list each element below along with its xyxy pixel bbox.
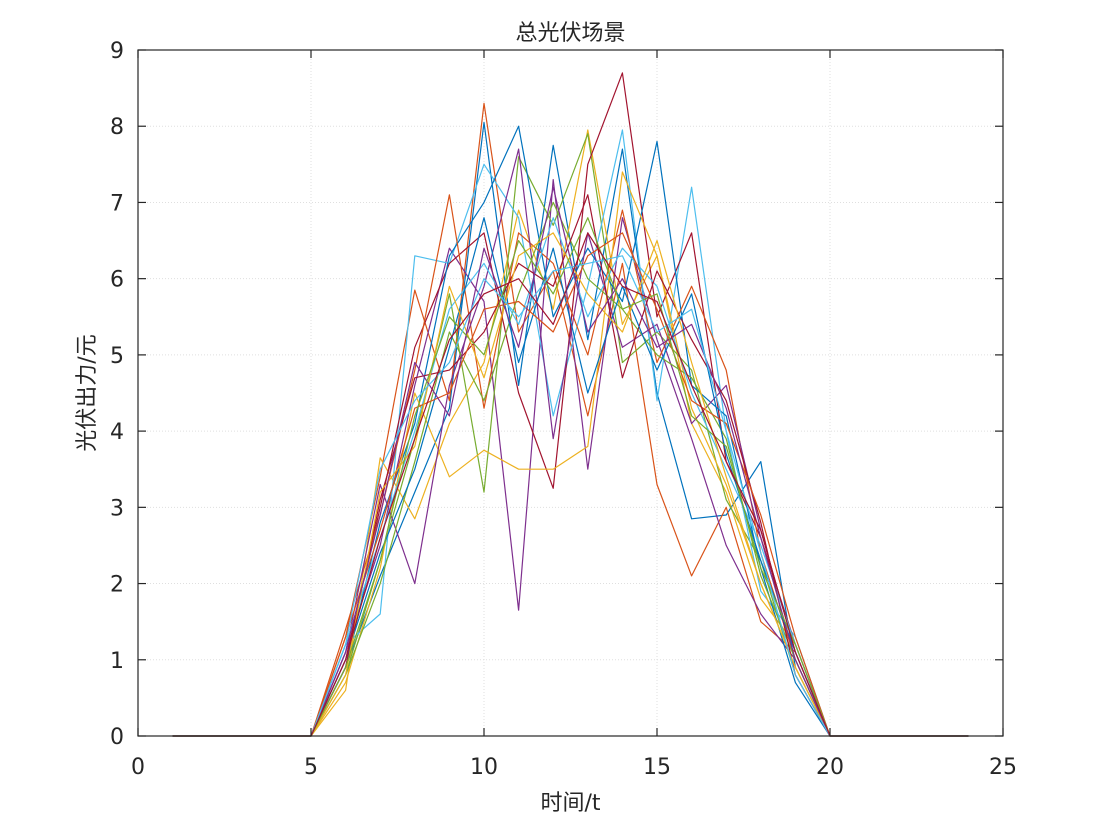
x-tick-label: 25 xyxy=(989,755,1017,780)
series-line-3 xyxy=(172,129,969,737)
y-axis-title: 光伏出力/元 xyxy=(75,334,100,451)
y-tick-label: 2 xyxy=(110,573,124,598)
y-tick-label: 0 xyxy=(110,725,124,750)
series-line-1 xyxy=(172,121,969,737)
series-line-15 xyxy=(172,217,969,737)
series-line-11 xyxy=(172,148,969,737)
series-line-5 xyxy=(172,133,969,737)
series-line-19 xyxy=(172,217,969,737)
series-line-18 xyxy=(172,186,969,737)
axes-frame xyxy=(137,49,1004,737)
series-line-2 xyxy=(172,102,969,737)
y-tick-label: 7 xyxy=(110,191,124,216)
series-line-13 xyxy=(172,217,969,737)
series-line-7 xyxy=(172,72,969,737)
y-tick-label: 4 xyxy=(110,420,124,445)
grid xyxy=(138,50,1003,736)
y-tick-label: 1 xyxy=(110,649,124,674)
x-tick-label: 0 xyxy=(131,755,145,780)
series-group xyxy=(172,72,969,737)
x-tick-label: 10 xyxy=(470,755,498,780)
series-line-9 xyxy=(172,194,969,737)
ticks: 0 5 10 15 20 25 0 1 2 3 4 5 6 7 8 9 xyxy=(110,39,1017,780)
y-tick-label: 8 xyxy=(110,115,124,140)
y-tick-label: 6 xyxy=(110,268,124,293)
y-tick-label: 5 xyxy=(110,344,124,369)
x-axis-title: 时间/t xyxy=(540,791,600,816)
x-tick-label: 5 xyxy=(304,755,318,780)
chart-title: 总光伏场景 xyxy=(515,21,625,46)
x-tick-label: 20 xyxy=(816,755,844,780)
y-tick-label: 3 xyxy=(110,496,124,521)
y-tick-label: 9 xyxy=(110,39,124,64)
series-line-14 xyxy=(172,194,969,737)
x-tick-label: 15 xyxy=(643,755,671,780)
